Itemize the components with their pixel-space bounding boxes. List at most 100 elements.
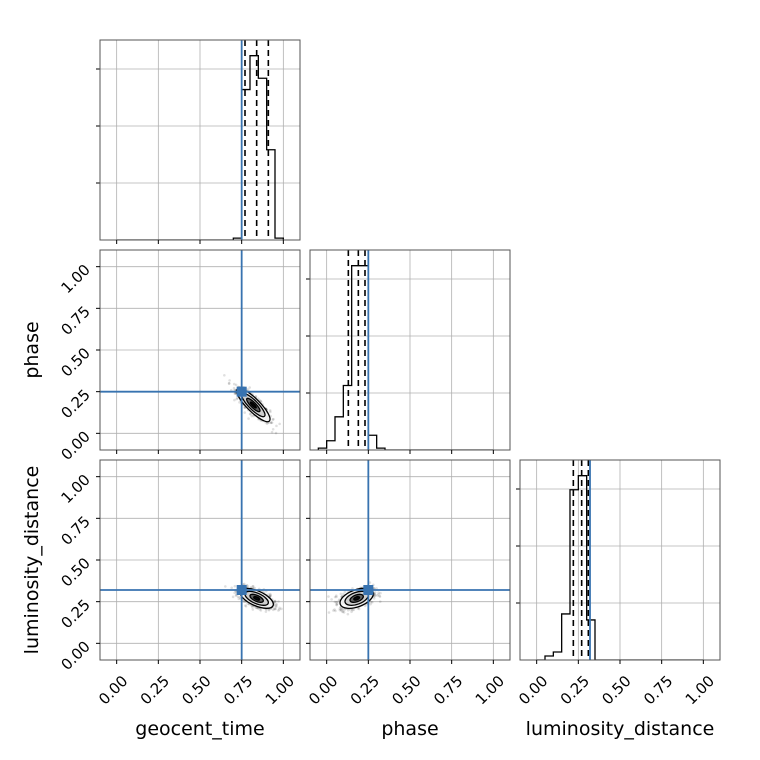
sample-point — [330, 598, 333, 601]
sample-point — [338, 608, 342, 612]
sample-point — [271, 608, 275, 612]
sample-point — [278, 606, 281, 610]
panel-luminosity_distance-vs-phase — [306, 459, 511, 664]
sample-point — [233, 388, 237, 392]
y-tick-label: 0.50 — [57, 554, 93, 590]
sample-point — [333, 595, 337, 599]
sample-point — [233, 392, 237, 395]
sample-point — [233, 392, 237, 395]
sample-point — [271, 427, 275, 431]
sample-point — [375, 587, 378, 590]
sample-point — [250, 605, 254, 609]
sample-point — [341, 610, 344, 614]
sample-point — [327, 611, 331, 614]
panel-geocent_time-vs-geocent_time — [96, 39, 301, 244]
sample-point — [228, 379, 231, 382]
sample-point — [280, 607, 283, 611]
y-tick-label: 0.75 — [57, 512, 93, 548]
sample-point — [273, 607, 276, 611]
x-tick-label: 0.50 — [388, 672, 424, 708]
sample-point — [232, 386, 236, 390]
sample-point — [342, 611, 346, 614]
sample-point — [368, 581, 372, 584]
sample-point — [269, 421, 273, 424]
sample-point — [277, 600, 280, 603]
sample-point — [336, 600, 339, 604]
y-tick-label: 0.25 — [57, 386, 93, 422]
truth-marker — [236, 386, 247, 397]
y-tick-label: 1.00 — [57, 471, 93, 507]
panel-luminosity_distance-vs-geocent_time — [96, 459, 301, 664]
sample-point — [335, 603, 338, 606]
sample-point — [264, 610, 268, 613]
sample-point — [223, 373, 226, 377]
x-tick-label: 0.50 — [178, 672, 214, 708]
x-tick-label: 0.00 — [515, 672, 551, 708]
sample-point — [247, 417, 250, 420]
sample-point — [378, 595, 382, 598]
sample-point — [248, 386, 251, 389]
sample-point — [242, 600, 246, 603]
sample-point — [253, 586, 257, 590]
x-tick-label: 0.75 — [220, 672, 256, 708]
sample-point — [268, 409, 272, 412]
sample-point — [273, 607, 276, 610]
sample-point — [227, 382, 231, 385]
sample-point — [259, 609, 263, 612]
sample-point — [334, 594, 338, 597]
sample-point — [269, 421, 273, 425]
sample-point — [277, 608, 281, 611]
sample-point — [346, 612, 350, 616]
sample-point — [236, 396, 239, 400]
sample-point — [275, 602, 278, 606]
sample-point — [369, 602, 372, 606]
sample-point — [273, 599, 277, 603]
sample-point — [275, 424, 278, 428]
y-tick-label: 0.25 — [57, 596, 93, 632]
sample-point — [234, 383, 238, 387]
sample-point — [233, 591, 236, 595]
histogram-luminosity_distance — [536, 475, 704, 660]
sample-point — [231, 595, 235, 599]
sample-point — [342, 592, 345, 596]
sample-point — [277, 609, 280, 612]
sample-point — [341, 610, 345, 613]
x-tick-label: 1.00 — [682, 672, 718, 708]
sample-point — [351, 608, 354, 612]
density-contour — [253, 595, 261, 601]
sample-point — [340, 607, 344, 611]
sample-point — [350, 610, 353, 614]
sample-point — [335, 603, 339, 607]
sample-point — [230, 586, 233, 590]
sample-point — [343, 590, 347, 594]
sample-point — [251, 585, 255, 588]
sample-point — [270, 430, 274, 434]
panel-phase-vs-geocent_time — [96, 249, 301, 454]
sample-point — [274, 431, 278, 435]
x-tick-label: 0.00 — [305, 672, 341, 708]
x-tick-label: 1.00 — [472, 672, 508, 708]
sample-point — [238, 595, 242, 599]
sample-point — [274, 604, 277, 608]
sample-point — [377, 592, 380, 596]
sample-point — [274, 605, 278, 609]
sample-point — [269, 594, 272, 598]
sample-point — [340, 609, 343, 612]
sample-point — [269, 593, 272, 597]
sample-point — [377, 591, 380, 594]
sample-point — [351, 587, 354, 590]
sample-point — [372, 586, 376, 590]
x-tick-label: 0.25 — [347, 672, 383, 708]
sample-point — [238, 401, 241, 404]
sample-point — [268, 592, 272, 596]
sample-point — [267, 593, 270, 596]
sample-point — [243, 406, 247, 410]
panel-phase-vs-phase — [306, 249, 511, 454]
sample-point — [373, 594, 377, 598]
sample-point — [332, 609, 335, 612]
x-tick-label: 0.75 — [640, 672, 676, 708]
sample-point — [339, 608, 343, 611]
sample-point — [233, 584, 237, 588]
x-axis-label-geocent_time: geocent_time — [135, 718, 264, 740]
x-tick-label: 0.25 — [137, 672, 173, 708]
